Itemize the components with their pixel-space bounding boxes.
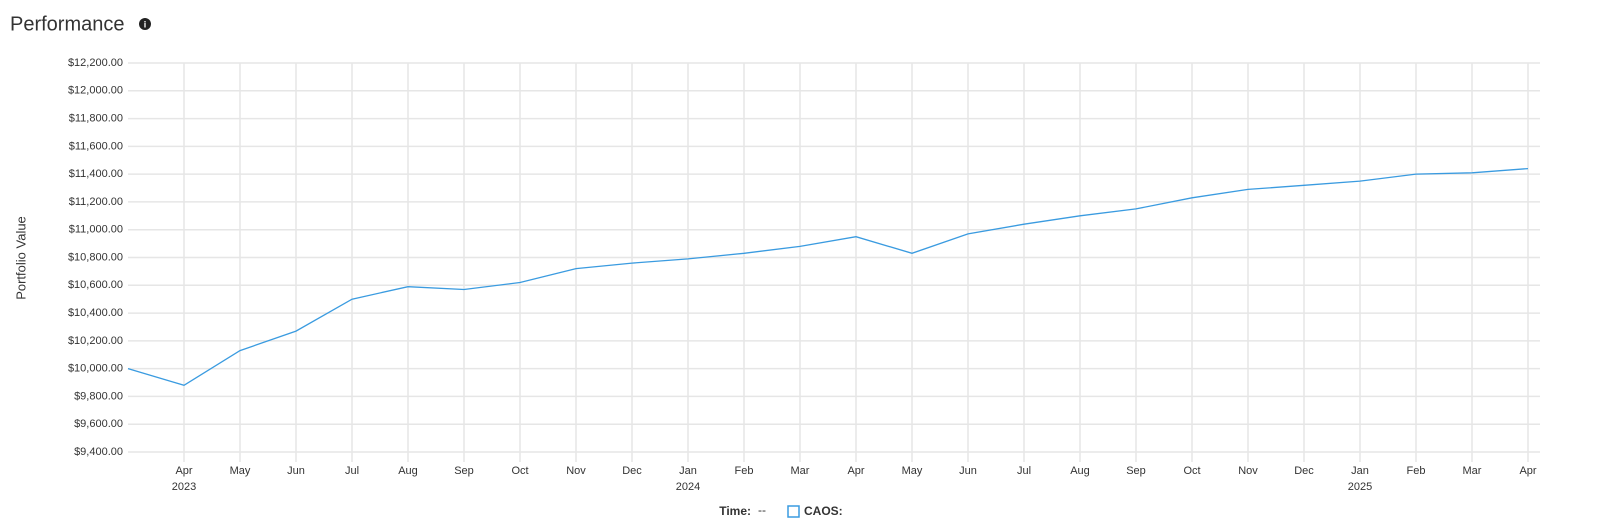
y-tick-label: $10,000.00 — [68, 363, 123, 375]
x-tick-label: Jan — [679, 465, 697, 477]
legend-time-value: -- — [758, 503, 766, 517]
x-tick-label: Oct — [511, 465, 528, 477]
x-tick-label: Apr — [1519, 465, 1536, 477]
chart-title: Performance — [10, 13, 125, 35]
y-tick-label: $10,800.00 — [68, 251, 123, 263]
x-tick-label: May — [902, 465, 923, 477]
x-tick-label: Aug — [398, 465, 418, 477]
x-tick-label: Jan — [1351, 465, 1369, 477]
info-glyph: i — [144, 19, 147, 29]
y-tick-label: $11,400.00 — [69, 168, 123, 180]
x-tick-label: Jul — [345, 465, 359, 477]
y-tick-label: $10,400.00 — [68, 307, 123, 319]
x-year-label: 2024 — [676, 481, 700, 493]
legend-series[interactable]: CAOS: — [804, 504, 843, 518]
y-tick-label: $9,800.00 — [74, 390, 123, 402]
x-year-label: 2023 — [172, 481, 196, 493]
x-tick-label: Jul — [1017, 465, 1031, 477]
y-tick-label: $9,400.00 — [74, 446, 123, 458]
x-tick-label: Feb — [735, 465, 754, 477]
y-tick-label: $12,200.00 — [68, 57, 123, 69]
x-tick-label: Nov — [1238, 465, 1258, 477]
x-tick-label: May — [230, 465, 251, 477]
series-line — [127, 167, 1529, 387]
x-tick-label: Apr — [175, 465, 192, 477]
x-tick-label: Dec — [622, 465, 642, 477]
x-tick-label: Jun — [959, 465, 977, 477]
x-tick-label: Sep — [1126, 465, 1146, 477]
info-icon[interactable] — [139, 18, 151, 30]
x-tick-label: Apr — [847, 465, 864, 477]
x-tick-label: Feb — [1407, 465, 1426, 477]
y-tick-label: $9,600.00 — [74, 418, 123, 430]
y-tick-label: $11,800.00 — [69, 112, 123, 124]
x-tick-label: Jun — [287, 465, 305, 477]
y-tick-label: $10,200.00 — [68, 335, 123, 347]
y-tick-label: $11,600.00 — [69, 140, 123, 152]
y-axis-label: Portfolio Value — [13, 216, 28, 300]
legend-swatch[interactable] — [787, 505, 800, 518]
x-year-label: 2025 — [1348, 481, 1372, 493]
y-tick-label: $12,000.00 — [68, 85, 123, 97]
legend-time-label: Time: — [719, 504, 751, 518]
y-tick-label: $11,000.00 — [69, 224, 123, 236]
x-tick-label: Oct — [1183, 465, 1200, 477]
y-tick-label: $10,600.00 — [68, 279, 123, 291]
x-tick-label: Nov — [566, 465, 586, 477]
x-tick-label: Aug — [1070, 465, 1090, 477]
x-tick-label: Sep — [454, 465, 474, 477]
x-tick-label: Dec — [1294, 465, 1314, 477]
x-tick-label: Mar — [791, 465, 810, 477]
y-tick-label: $11,200.00 — [69, 196, 123, 208]
x-tick-label: Mar — [1463, 465, 1482, 477]
